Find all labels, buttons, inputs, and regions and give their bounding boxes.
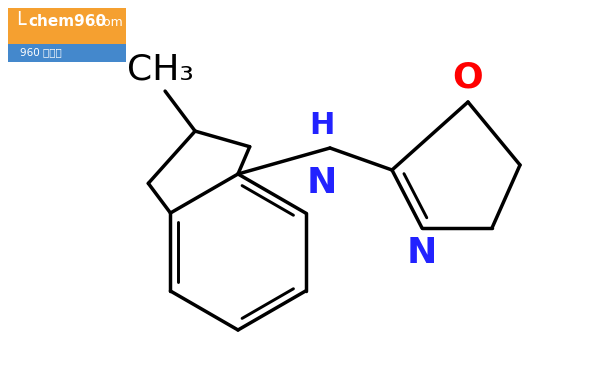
Text: 960 化工网: 960 化工网 bbox=[20, 47, 62, 57]
Text: N: N bbox=[407, 236, 437, 270]
Bar bbox=[8, 44, 126, 62]
Text: H: H bbox=[309, 111, 335, 140]
Text: O: O bbox=[453, 60, 483, 94]
Text: N: N bbox=[307, 166, 337, 200]
Text: └: └ bbox=[12, 16, 25, 36]
Bar bbox=[8, 8, 126, 44]
Text: CH₃: CH₃ bbox=[126, 52, 194, 86]
Text: chem960: chem960 bbox=[28, 15, 106, 30]
Text: .com: .com bbox=[93, 15, 124, 28]
